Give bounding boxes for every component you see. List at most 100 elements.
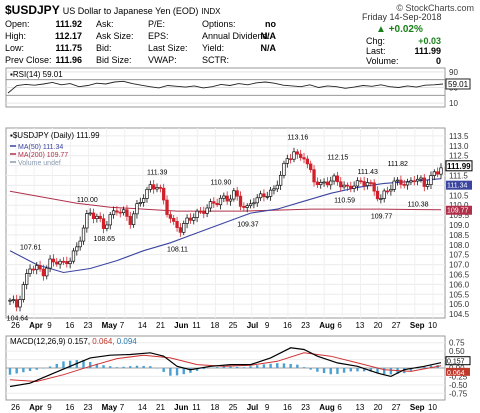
- ma200-price-box: [446, 205, 472, 215]
- eps-label: EPS:: [148, 31, 169, 41]
- macd-histogram-bar: [95, 363, 99, 368]
- candle-body: [11, 299, 15, 301]
- candle-body: [188, 217, 193, 221]
- price-x-tick-label: 13: [355, 321, 364, 330]
- candle-body: [392, 180, 396, 190]
- legend-entry: Volume undef: [18, 160, 61, 167]
- legend-entry: MA(50) 111.34: [18, 144, 63, 151]
- macd-histogram-bar: [162, 368, 165, 372]
- candle-body: [255, 197, 259, 204]
- candle-body: [359, 180, 363, 183]
- candle-body: [155, 187, 159, 190]
- candle-body: [195, 210, 199, 218]
- macd-histogram-bar: [296, 364, 299, 368]
- price-x-tick-label: 25: [229, 321, 238, 330]
- macd-histogram-bar: [109, 366, 112, 368]
- candle-body: [138, 202, 142, 205]
- candle-body: [419, 177, 423, 180]
- candle-body: [345, 184, 350, 187]
- candle-body: [325, 181, 330, 186]
- macd-x-tick-label: 20: [374, 403, 383, 412]
- candle-body: [105, 224, 109, 229]
- candle-body: [299, 153, 303, 158]
- price-tick-label: 110.5: [449, 191, 469, 200]
- candle-body: [289, 158, 293, 161]
- candle-body: [111, 210, 116, 216]
- macd-histogram-bar: [35, 368, 38, 370]
- price-annotation: 109.77: [371, 214, 393, 221]
- price-annotation: 111.39: [147, 170, 167, 177]
- macd-x-tick-label: 7: [120, 403, 125, 412]
- exchange: INDX: [201, 7, 221, 16]
- yield-value: N/A: [260, 43, 277, 53]
- macd-histogram-bar: [209, 367, 212, 369]
- candle-body: [352, 185, 356, 189]
- price-tick-label: 104.5: [449, 310, 470, 319]
- candle-body: [8, 299, 12, 302]
- low-label: Low:: [5, 43, 25, 53]
- macd-histogram-bar: [155, 368, 159, 369]
- macd-histogram-bar: [8, 368, 12, 375]
- candle-body: [412, 180, 416, 183]
- candle-body: [439, 167, 443, 175]
- macd-histogram-bar: [142, 365, 145, 368]
- macd-histogram-bar: [329, 368, 332, 375]
- price-x-tick-label: 16: [65, 321, 74, 330]
- candle-body: [315, 181, 320, 186]
- candle-body: [429, 175, 433, 186]
- open-value: 111.92: [55, 19, 82, 29]
- candle-body: [78, 240, 82, 248]
- rsi-title: ▪RSI(14) 59.01: [10, 70, 63, 79]
- candle-body: [91, 212, 96, 219]
- macd-signal-line: [9, 352, 442, 383]
- candle-body: [339, 181, 343, 188]
- candle-body: [365, 182, 370, 186]
- candle-body: [28, 268, 32, 274]
- pe-label: P/E:: [148, 19, 166, 29]
- candle-body: [182, 223, 186, 233]
- candle-body: [125, 209, 129, 217]
- candle-body: [355, 180, 360, 187]
- price-x-tick-label: Apr: [29, 321, 43, 330]
- candle-body: [285, 158, 289, 164]
- change-pct: ▲ +0.02%: [376, 24, 423, 35]
- candle-body: [379, 198, 383, 200]
- candle-body: [222, 195, 226, 199]
- macd-x-tick-label: Jul: [247, 403, 259, 412]
- candle-body: [128, 216, 132, 225]
- macd-x-tick-label: Sep: [410, 403, 425, 412]
- candle-body: [175, 221, 179, 228]
- signal-last-label: 0.064: [447, 370, 465, 377]
- macd-line: [9, 347, 442, 388]
- macd-x-tick-label: 9: [265, 403, 270, 412]
- options-value: no: [265, 19, 276, 29]
- candle-body: [98, 215, 102, 220]
- macd-x-tick-label: 13: [355, 403, 364, 412]
- price-tick-label: 108.0: [449, 241, 470, 250]
- macd-title-part: MACD(12,26,9) 0.157,: [10, 337, 92, 346]
- price-tick-label: 106.5: [449, 270, 470, 279]
- candle-body: [349, 185, 353, 189]
- high-label: High:: [5, 31, 27, 41]
- macd-x-tick-label: Apr: [29, 403, 43, 412]
- macd-histogram-bar: [376, 368, 379, 373]
- macd-tick-label: -0.25: [449, 372, 468, 381]
- macd-x-tick-label: 10: [428, 403, 437, 412]
- candle-body: [302, 157, 306, 160]
- candle-body: [152, 184, 156, 190]
- price-annotation: 108.65: [94, 236, 116, 243]
- macd-x-tick-label: 16: [283, 403, 292, 412]
- candle-body: [238, 195, 243, 207]
- candle-body: [158, 187, 162, 189]
- price-tick-label: 113.0: [449, 142, 469, 151]
- volume-label: Volume:: [366, 56, 399, 66]
- candle-body: [145, 189, 149, 199]
- change-pct-value: +0.02%: [388, 24, 423, 35]
- macd-histogram-bar: [276, 363, 279, 368]
- candle-body: [409, 180, 413, 183]
- candle-body: [232, 190, 236, 200]
- candle-body: [319, 182, 323, 186]
- candle-body: [108, 214, 112, 226]
- macd-tick-label: -0.50: [449, 381, 468, 390]
- macd-histogram-bar: [195, 368, 199, 371]
